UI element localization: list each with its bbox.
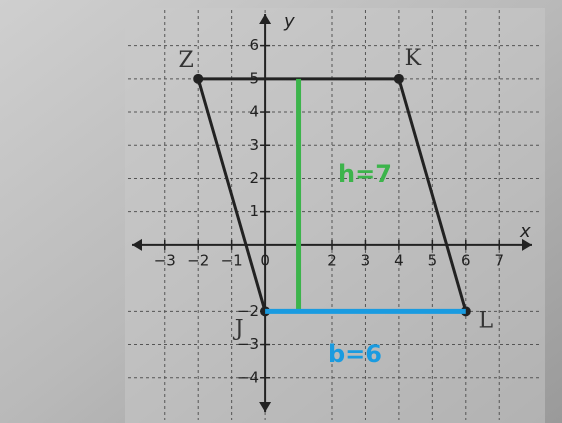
- x-axis-label: x: [519, 221, 531, 242]
- vertex-label: L: [478, 308, 493, 333]
- x-tick-label: 4: [394, 251, 404, 269]
- y-tick-label: 2: [250, 169, 260, 187]
- x-tick-label: 3: [361, 251, 371, 269]
- x-tick-label: −1: [221, 251, 243, 269]
- y-tick-label: 1: [250, 202, 260, 220]
- x-tick-label: 6: [461, 251, 471, 269]
- vertex: [393, 73, 404, 84]
- marks: Z K L Jh=7 b=6: [179, 46, 494, 368]
- x-tick-label: −2: [187, 251, 209, 269]
- vertex-label: Z: [179, 48, 194, 73]
- y-tick-label: 4: [250, 103, 260, 121]
- y-tick-label: −3: [237, 335, 259, 353]
- x-tick-label: 5: [428, 251, 438, 269]
- annotation-label: b=6: [328, 340, 382, 368]
- x-tick-label: 2: [327, 251, 337, 269]
- y-tick-label: −2: [237, 302, 259, 320]
- vertex-label: K: [405, 46, 422, 71]
- x-tick-label: 7: [494, 251, 504, 269]
- y-tick-label: 3: [250, 136, 260, 154]
- x-tick-label: −3: [154, 251, 176, 269]
- y-axis-label: y: [283, 11, 295, 32]
- vertex: [193, 73, 204, 84]
- y-tick-label: −4: [237, 368, 259, 386]
- y-tick-label: 6: [250, 36, 260, 54]
- vertex-label: J: [233, 316, 244, 341]
- annotation-label: h=7: [338, 160, 392, 188]
